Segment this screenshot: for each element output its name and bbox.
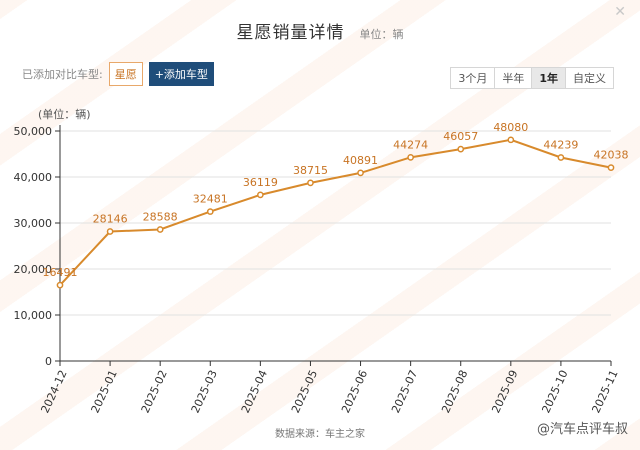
model-tag[interactable]: 星愿 <box>108 62 143 86</box>
data-label: 32481 <box>193 193 228 206</box>
data-point <box>106 228 114 235</box>
data-point <box>407 153 414 161</box>
data-label: 44239 <box>543 139 578 152</box>
data-label: 40891 <box>343 154 378 167</box>
x-tick-label: 2025-11 <box>589 368 620 415</box>
close-icon[interactable]: ✕ <box>614 4 626 20</box>
page-title: 星愿销量详情 <box>236 23 345 43</box>
data-label: 38715 <box>293 164 328 177</box>
y-tick-label: 20,000 <box>14 263 53 276</box>
range-half-year[interactable]: 半年 <box>495 68 533 88</box>
data-point <box>457 145 465 153</box>
y-tick-label: 40,000 <box>14 171 53 184</box>
brand-credit: @汽车点评车叔 <box>536 422 628 437</box>
range-1-year[interactable]: 1年 <box>532 68 566 88</box>
x-tick-label: 2025-02 <box>139 368 170 415</box>
x-tick-label: 2025-03 <box>189 368 220 415</box>
y-tick-label: 10,000 <box>14 309 53 322</box>
y-tick-label: 30,000 <box>14 217 53 230</box>
x-tick-label: 2025-07 <box>389 368 420 415</box>
data-point <box>206 208 214 215</box>
y-tick-label: 50,000 <box>14 125 53 138</box>
x-tick-label: 2025-08 <box>439 368 470 415</box>
data-point <box>357 169 364 177</box>
compare-row: 已添加对比车型: 星愿 +添加车型 <box>22 62 214 86</box>
y-tick-label: 0 <box>45 355 52 368</box>
data-label: 42038 <box>594 149 629 162</box>
x-tick-label: 2024-12 <box>38 368 69 415</box>
range-3-months[interactable]: 3个月 <box>451 68 496 88</box>
sales-line-chart: (单位：辆) 0 10,000 20,000 30,000 40,000 50,000 202… <box>14 107 629 415</box>
unit-note: 单位：辆 <box>359 28 404 41</box>
data-label: 44274 <box>393 138 428 151</box>
x-tick-label: 2025-05 <box>289 368 320 415</box>
data-point <box>156 226 164 233</box>
x-tick-label: 2025-01 <box>89 368 120 415</box>
add-model-button[interactable]: +添加车型 <box>148 62 214 86</box>
data-point <box>307 179 314 187</box>
data-point <box>607 164 615 171</box>
data-point <box>56 281 64 289</box>
data-label: 16491 <box>43 266 78 279</box>
x-tick-label: 2025-06 <box>339 368 370 415</box>
data-label: 28588 <box>143 210 178 223</box>
data-label: 28146 <box>93 213 128 226</box>
header: 星愿销量详情 单位：辆 <box>0 18 640 43</box>
range-custom[interactable]: 自定义 <box>566 68 613 88</box>
data-label: 46057 <box>443 130 478 143</box>
data-point <box>257 191 264 199</box>
data-point <box>507 136 515 144</box>
x-tick-label: 2025-09 <box>489 368 520 415</box>
data-point <box>557 154 565 161</box>
compare-label: 已添加对比车型: <box>22 68 103 81</box>
data-label: 36119 <box>243 176 278 189</box>
x-tick-label: 2025-10 <box>539 368 570 415</box>
x-tick-label: 2025-04 <box>239 368 270 415</box>
range-selector: 3个月 半年 1年 自定义 <box>450 67 614 89</box>
sales-series-line <box>59 138 612 286</box>
y-unit-label: (单位：辆) <box>38 107 91 121</box>
data-label: 48080 <box>493 121 528 134</box>
data-source: 数据来源：车主之家 <box>275 429 365 440</box>
